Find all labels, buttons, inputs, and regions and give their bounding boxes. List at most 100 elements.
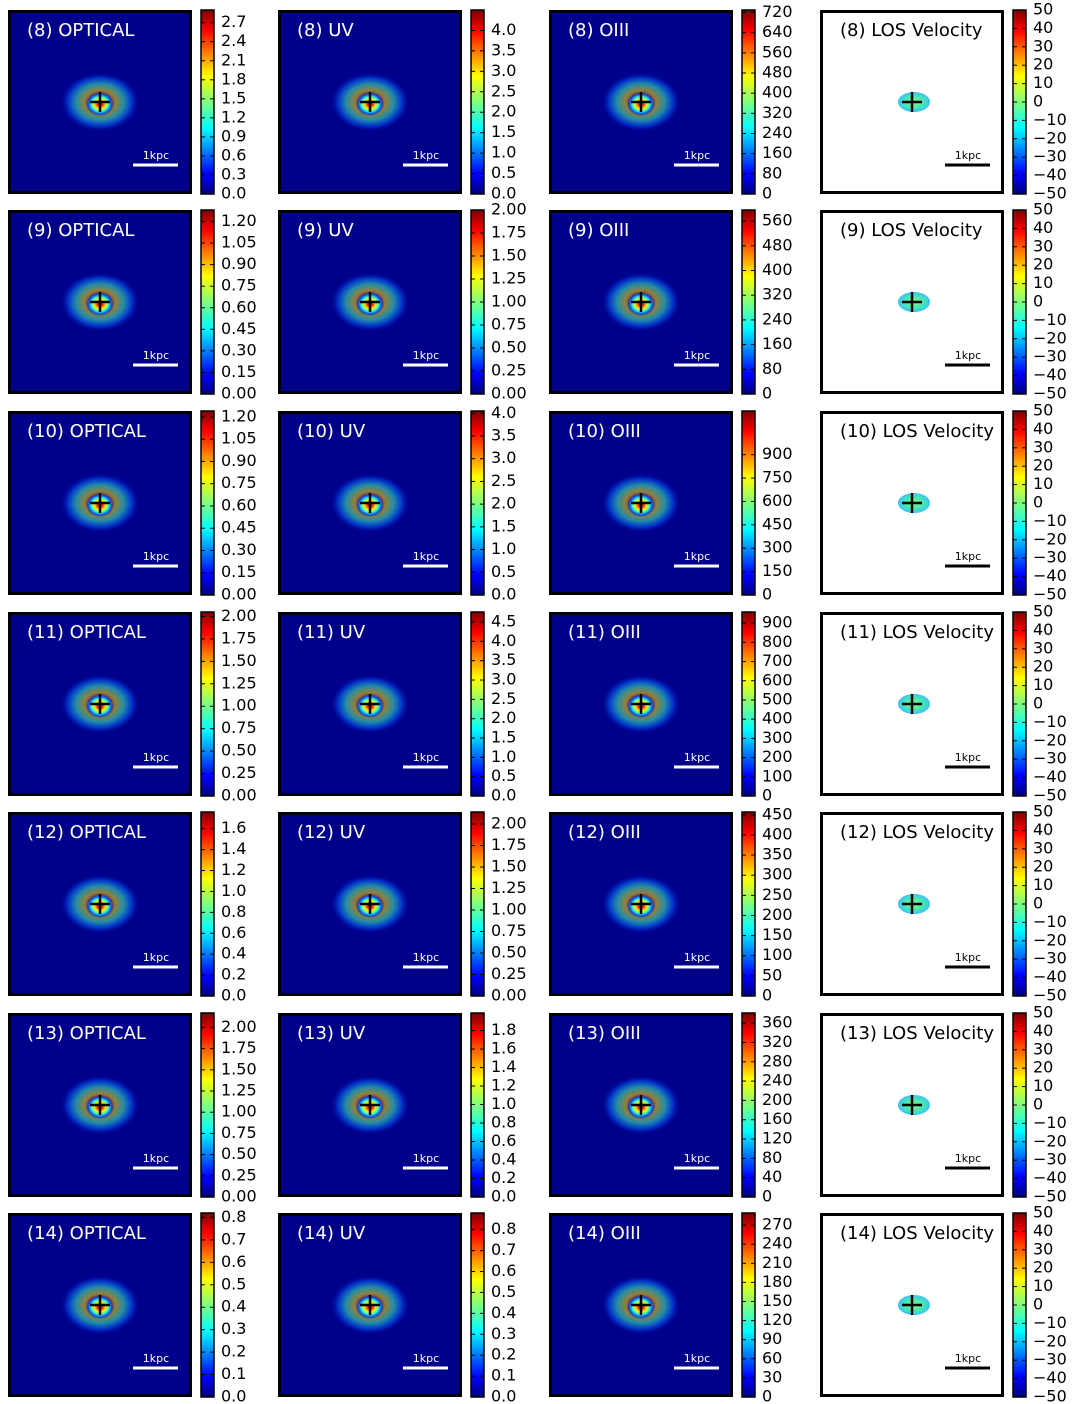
colorbar-tick-label: 40 [1033, 1221, 1053, 1240]
colorbar-tick-label: 40 [1033, 218, 1053, 237]
colorbar-tick-label: −20 [1033, 1331, 1067, 1350]
colorbar-tick-label: 0.90 [221, 254, 257, 273]
colorbar-tick-label: 50 [1033, 1003, 1053, 1022]
colorbar [471, 10, 484, 194]
panel: (11) LOS Velocity1kpc−50−40−30−20−100102… [822, 602, 1067, 805]
colorbar-tick-label: 120 [762, 1310, 793, 1329]
colorbar-tick-label: 0 [1033, 493, 1043, 512]
colorbar-tick-label: 450 [762, 514, 793, 533]
colorbar-tick-label: 1.0 [491, 747, 516, 766]
colorbar-tick-label: 1.50 [221, 651, 257, 670]
colorbar-tick-label: 0.00 [221, 585, 257, 604]
panel: (12) OIII1kpc050100150200250300350400450 [551, 804, 793, 1004]
scale-bar-label: 1kpc [684, 1152, 710, 1165]
colorbar-tick-label: 1.0 [221, 881, 246, 900]
colorbar [742, 210, 755, 394]
colorbar-tick-label: 0.5 [491, 1282, 516, 1301]
colorbar-tick-label: 0.50 [221, 1144, 257, 1163]
colorbar [201, 1013, 214, 1197]
colorbar-tick-label: 240 [762, 1071, 793, 1090]
colorbar-tick-label: 10 [1033, 273, 1053, 292]
colorbar-tick-label: −40 [1033, 566, 1067, 585]
colorbar-tick-label: 480 [762, 235, 793, 254]
panel: (10) OPTICAL1kpc0.000.150.300.450.600.75… [10, 406, 257, 603]
colorbar-tick-label: 1.4 [491, 1057, 516, 1076]
colorbar-tick-label: 30 [1033, 236, 1053, 255]
colorbar-tick-label: 0.2 [491, 1168, 516, 1187]
colorbar-tick-label: 50 [1033, 1203, 1053, 1222]
colorbar-tick-label: 30 [1033, 1039, 1053, 1058]
colorbar-tick-label: 0.1 [491, 1366, 516, 1385]
colorbar-tick-label: 1.50 [221, 1059, 257, 1078]
panel-title: (14) LOS Velocity [840, 1223, 994, 1244]
colorbar-tick-label: 320 [762, 285, 793, 304]
scale-bar-label: 1kpc [955, 550, 981, 563]
colorbar-tick-label: 30 [1033, 638, 1053, 657]
colorbar-tick-label: 20 [1033, 1258, 1053, 1277]
colorbar-tick-label: 0.0 [221, 986, 246, 1005]
colorbar-tick-label: −40 [1033, 1168, 1067, 1187]
colorbar-tick-label: 90 [762, 1329, 782, 1348]
panel: (11) UV1kpc0.00.51.01.52.02.53.03.54.04.… [280, 612, 517, 805]
colorbar-tick-label: 10 [1033, 875, 1053, 894]
colorbar-tick-label: 100 [762, 945, 793, 964]
scale-bar-label: 1kpc [684, 550, 710, 563]
colorbar-tick-label: −30 [1033, 548, 1067, 567]
panel-title: (8) OIII [568, 20, 629, 41]
colorbar-tick-label: 0.75 [221, 276, 257, 295]
colorbar-tick-label: 1.8 [221, 69, 246, 88]
colorbar-tick-label: 1.0 [491, 1094, 516, 1113]
colorbar-tick-label: 0.00 [491, 986, 527, 1005]
colorbar-tick-label: −50 [1033, 1387, 1067, 1404]
colorbar-tick-label: 0 [1033, 292, 1043, 311]
panel-title: (8) LOS Velocity [840, 20, 983, 41]
colorbar [742, 612, 755, 796]
colorbar-tick-label: 1.5 [491, 122, 516, 141]
colorbar-tick-label: 10 [1033, 1076, 1053, 1095]
colorbar-tick-label: 160 [762, 143, 793, 162]
scale-bar-label: 1kpc [143, 349, 169, 362]
scale-bar-label: 1kpc [413, 149, 439, 162]
colorbar-tick-label: 1.5 [491, 728, 516, 747]
colorbar-tick-label: 320 [762, 103, 793, 122]
colorbar-tick-label: 1.25 [221, 673, 257, 692]
colorbar-tick-label: 0.75 [221, 473, 257, 492]
colorbar [471, 812, 484, 996]
colorbar-tick-label: 1.25 [491, 878, 527, 897]
colorbar-tick-label: 180 [762, 1272, 793, 1291]
panel-title: (8) UV [297, 20, 354, 41]
colorbar-tick-label: 700 [762, 651, 793, 670]
scale-bar-label: 1kpc [143, 149, 169, 162]
colorbar [201, 210, 214, 394]
colorbar-tick-label: 10 [1033, 474, 1053, 493]
colorbar-tick-label: 30 [762, 1367, 782, 1386]
colorbar-tick-label: 1.20 [221, 406, 257, 425]
colorbar-tick-label: 1.2 [221, 107, 246, 126]
colorbar-tick-label: 3.0 [491, 670, 516, 689]
colorbar-tick-label: 560 [762, 42, 793, 61]
colorbar-tick-label: 0.30 [221, 340, 257, 359]
panel-title: (12) UV [297, 822, 366, 843]
colorbar-tick-label: −20 [1033, 328, 1067, 347]
colorbar-tick-label: 100 [762, 766, 793, 785]
colorbar-tick-label: 2.5 [491, 471, 516, 490]
colorbar-tick-label: 0.30 [221, 540, 257, 559]
panel-title: (14) UV [297, 1223, 366, 1244]
colorbar-tick-label: 0 [1033, 694, 1043, 713]
colorbar-tick-label: 40 [1033, 419, 1053, 438]
colorbar-tick-label: 0.3 [221, 164, 246, 183]
colorbar-tick-label: 0.6 [221, 145, 246, 164]
colorbar-tick-label: 0 [1033, 92, 1043, 111]
colorbar-tick-label: 1.8 [491, 1020, 516, 1039]
colorbar-tick-label: 50 [1033, 802, 1053, 821]
scale-bar-label: 1kpc [143, 550, 169, 563]
colorbar [201, 10, 214, 194]
colorbar-tick-label: 1.5 [221, 88, 246, 107]
panel-title: (11) OPTICAL [27, 622, 146, 643]
colorbar-tick-label: 800 [762, 632, 793, 651]
colorbar-tick-label: 0.25 [221, 1165, 257, 1184]
colorbar-tick-label: 2.0 [491, 494, 516, 513]
colorbar-tick-label: 20 [1033, 857, 1053, 876]
colorbar-tick-label: 450 [762, 804, 793, 823]
colorbar-tick-label: 0.4 [221, 944, 246, 963]
